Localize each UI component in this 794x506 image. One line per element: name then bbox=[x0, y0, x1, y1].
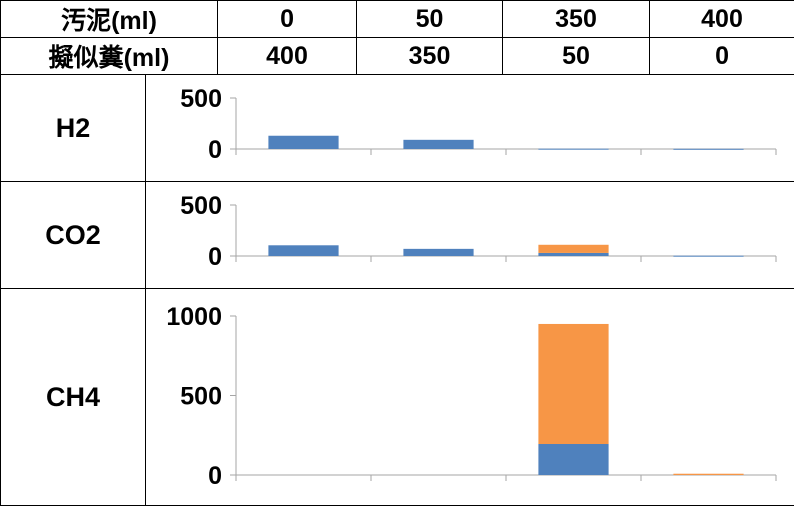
bar-segment bbox=[538, 443, 609, 475]
y-tick-label: 500 bbox=[180, 85, 222, 113]
co2-label: CO2 bbox=[0, 181, 146, 289]
feces-label: 擬似糞(ml) bbox=[0, 37, 219, 75]
sludge-value: 350 bbox=[502, 0, 651, 38]
h2-row: H2 500 0 bbox=[0, 74, 794, 182]
h2-label: H2 bbox=[0, 74, 146, 182]
y-tick-label: 1000 bbox=[166, 303, 222, 331]
bar-segment bbox=[538, 244, 609, 253]
bar-segment bbox=[538, 323, 609, 444]
feces-value: 50 bbox=[502, 37, 651, 75]
ch4-chart: 1000 500 0 bbox=[166, 303, 777, 490]
y-tick-label: 500 bbox=[180, 383, 222, 411]
ch4-label: CH4 bbox=[0, 288, 146, 506]
feces-row: 擬似糞(ml) 400 350 50 0 bbox=[0, 37, 794, 75]
sludge-value: 400 bbox=[649, 0, 794, 38]
feces-value: 0 bbox=[649, 37, 794, 75]
co2-chart-cell: 500 0 bbox=[144, 181, 794, 289]
bar-segment bbox=[673, 255, 744, 257]
y-tick-label: 0 bbox=[208, 136, 222, 164]
bar-segment bbox=[538, 252, 609, 256]
ch4-row: CH4 1000 500 0 bbox=[0, 288, 794, 506]
sludge-value: 50 bbox=[356, 0, 504, 38]
h2-chart-cell: 500 0 bbox=[144, 74, 794, 182]
bar-segment bbox=[673, 473, 744, 475]
bar-segment bbox=[403, 248, 474, 256]
h2-chart: 500 0 bbox=[180, 85, 777, 164]
bar-segment bbox=[403, 139, 474, 149]
co2-chart: 500 0 bbox=[180, 192, 777, 271]
y-tick-label: 0 bbox=[208, 243, 222, 271]
feces-value: 350 bbox=[356, 37, 504, 75]
y-tick-label: 500 bbox=[180, 192, 222, 220]
sludge-value: 0 bbox=[217, 0, 358, 38]
sludge-row: 汚泥(ml) 0 50 350 400 bbox=[0, 0, 794, 38]
sludge-label: 汚泥(ml) bbox=[0, 0, 219, 38]
ch4-chart-cell: 1000 500 0 bbox=[144, 288, 794, 506]
bar-segment bbox=[268, 135, 339, 149]
bar-segment bbox=[673, 148, 744, 150]
co2-row: CO2 500 0 bbox=[0, 181, 794, 289]
feces-value: 400 bbox=[217, 37, 358, 75]
bar-segment bbox=[538, 148, 609, 150]
bar-segment bbox=[268, 244, 339, 256]
y-tick-label: 0 bbox=[208, 462, 222, 490]
